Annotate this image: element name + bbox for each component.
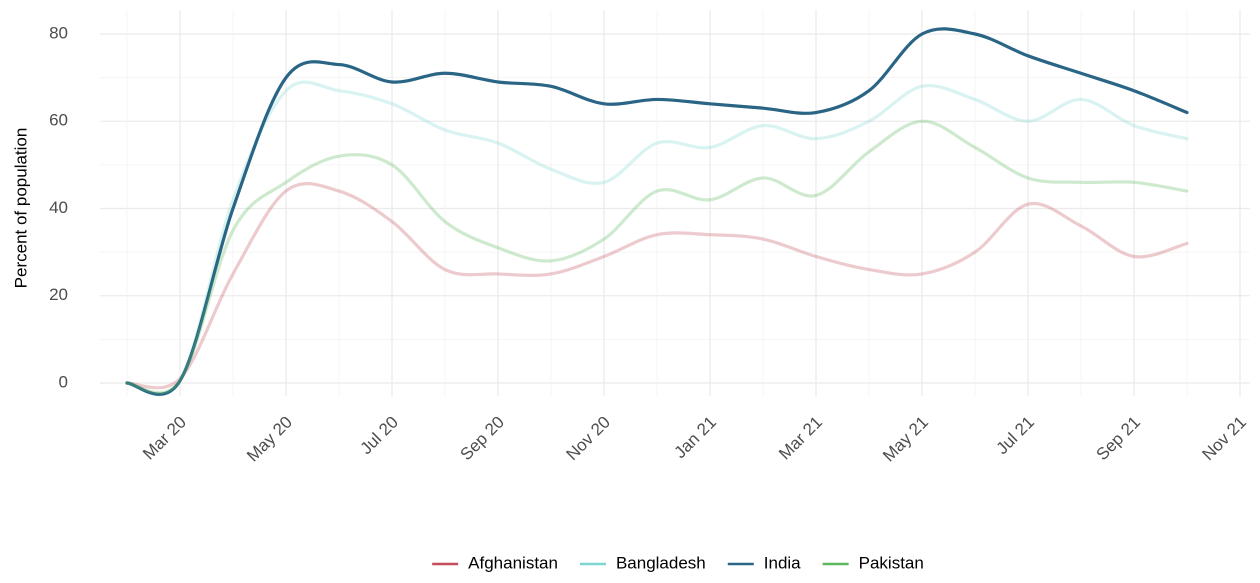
y-tick-label: 0: [59, 372, 68, 391]
x-tick-label: Nov 21: [1198, 413, 1250, 465]
legend-label: Bangladesh: [616, 553, 706, 572]
x-tick-label: Jul 20: [356, 413, 402, 459]
y-tick-label: 80: [49, 23, 68, 42]
legend-label: Pakistan: [859, 553, 924, 572]
x-tick-label: Mar 21: [775, 413, 826, 464]
x-tick-label: Sep 20: [456, 413, 508, 465]
y-tick-label: 40: [49, 198, 68, 217]
line: [125, 119, 1189, 395]
x-tick-label: May 21: [879, 413, 932, 466]
x-tick-label: Jul 21: [992, 413, 1038, 459]
x-tick-label: Nov 20: [562, 413, 614, 465]
legend-label: India: [764, 553, 801, 572]
legend-label: Afghanistan: [468, 553, 558, 572]
y-tick-label: 20: [49, 285, 68, 304]
x-tick-label: May 20: [243, 413, 296, 466]
line: [125, 182, 1189, 390]
x-tick-label: Mar 20: [139, 413, 190, 464]
legend: Afghanistan Bangladesh India Pakistan: [432, 553, 924, 572]
y-axis-label: Percent of population: [11, 128, 30, 289]
line: [125, 27, 1189, 396]
y-tick-label: 60: [49, 111, 68, 130]
x-tick-label: Sep 21: [1092, 413, 1144, 465]
x-tick-label: Jan 21: [670, 413, 720, 463]
